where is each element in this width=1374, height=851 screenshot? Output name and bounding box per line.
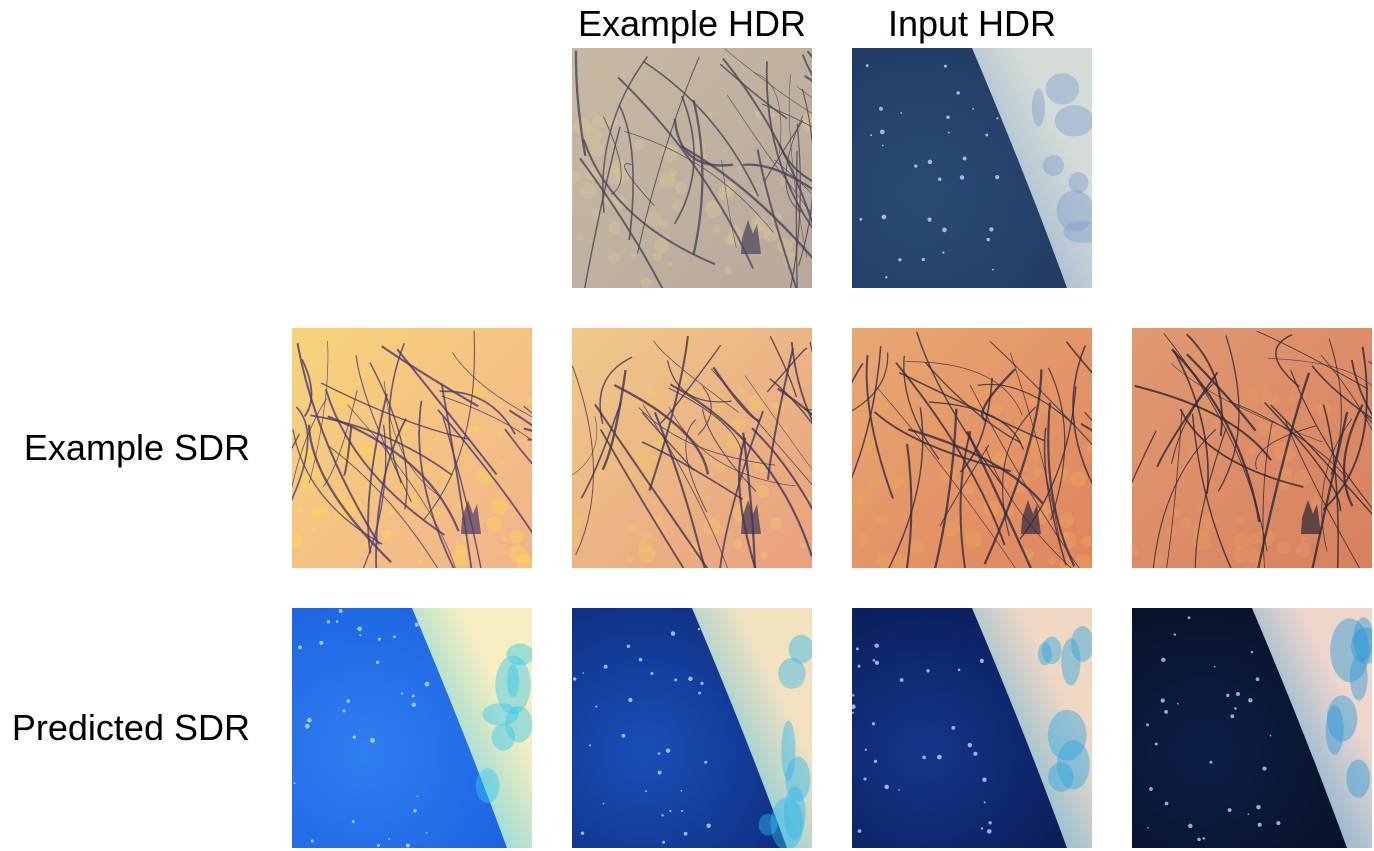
column-header-example-hdr: Example HDR: [577, 3, 807, 44]
example-sdr-image-1: [292, 328, 532, 568]
input-hdr-image: [852, 48, 1092, 288]
predicted-sdr-image-4: [1132, 608, 1372, 848]
predicted-sdr-image-2: [572, 608, 812, 848]
example-sdr-image-3: [852, 328, 1092, 568]
predicted-sdr-image-3: [852, 608, 1092, 848]
column-header-input-hdr: Input HDR: [887, 3, 1057, 44]
row-label-predicted-sdr: Predicted SDR: [11, 707, 250, 748]
example-sdr-image-2: [572, 328, 812, 568]
row-label-example-sdr: Example SDR: [23, 427, 250, 468]
predicted-sdr-image-1: [292, 608, 532, 848]
example-sdr-image-4: [1132, 328, 1372, 568]
example-hdr-image: [572, 48, 812, 288]
